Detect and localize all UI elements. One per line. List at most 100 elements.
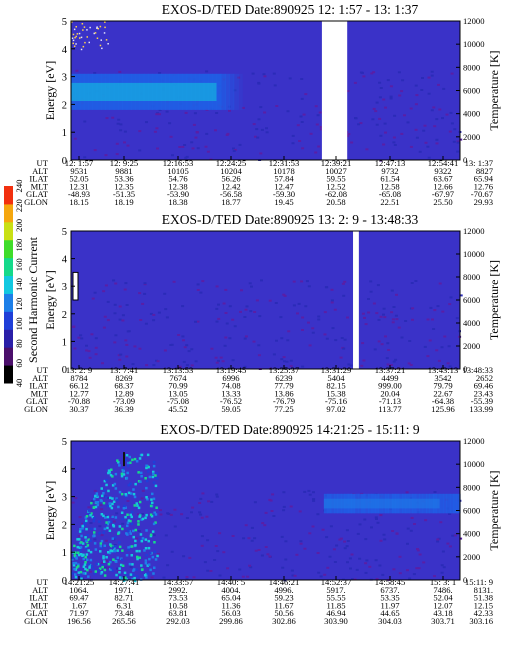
noise-cell	[372, 107, 376, 110]
noise-cell	[93, 291, 97, 294]
table-cell: 73.48	[114, 608, 133, 618]
burst-cell	[136, 555, 139, 559]
table-cell: 9732	[381, 166, 398, 176]
burst-cell	[140, 453, 144, 457]
noise-cell	[409, 145, 413, 148]
burst-cell	[95, 492, 99, 495]
noise-cell	[427, 92, 431, 95]
burst-cell	[118, 525, 122, 528]
noise-cell	[343, 540, 347, 543]
table-cell: 13:37:21	[375, 365, 406, 375]
table-cell: 44.65	[380, 608, 399, 618]
noise-cell	[364, 562, 368, 565]
table-cell: 8131.	[474, 585, 493, 595]
noise-cell	[311, 525, 315, 528]
noise-cell	[424, 141, 428, 144]
burst-cell	[111, 484, 115, 487]
table-cell: 11.97	[380, 600, 400, 610]
noise-cell	[101, 561, 104, 564]
noise-cell	[141, 513, 145, 515]
panel-3: EXOS-D/TED Date:890925 14:21:25 - 15:11:…	[24, 422, 501, 626]
noise-cell	[379, 539, 383, 542]
noise-cell	[374, 516, 378, 519]
table-cell: 19.45	[274, 197, 293, 207]
table-cell: -55.39	[471, 396, 493, 406]
noise-cell	[284, 540, 288, 543]
table-cell: 1971.	[114, 585, 133, 595]
noise-cell	[275, 105, 279, 107]
burst-cell	[110, 468, 113, 471]
noise-cell	[269, 499, 273, 502]
burst-cell	[90, 501, 93, 505]
noise-cell	[152, 319, 156, 322]
noise-cell	[121, 314, 125, 317]
noise-cell	[89, 522, 93, 524]
table-cell: 42.33	[474, 608, 493, 618]
colorbar-tick-label: 100	[14, 317, 24, 330]
noise-cell	[231, 359, 235, 362]
noise-cell	[185, 576, 189, 578]
burst-cell	[133, 579, 137, 583]
noise-cell	[323, 333, 327, 336]
noise-cell	[112, 279, 116, 282]
burst-cell	[96, 503, 100, 507]
noise-cell	[259, 152, 263, 155]
table-row-label: ILAT	[29, 593, 48, 603]
noise-cell	[325, 337, 329, 340]
noise-cell	[225, 134, 229, 136]
table-cell: 14:58:45	[375, 577, 406, 587]
noise-cell	[241, 575, 245, 578]
noise-cell	[233, 325, 237, 328]
table-cell: 56.26	[221, 174, 241, 184]
noise-cell	[321, 528, 325, 531]
noise-cell	[338, 538, 342, 541]
table-cell: 12.35	[114, 181, 133, 191]
noise-cell	[414, 280, 418, 282]
noise-cell	[190, 348, 194, 351]
burst-cell	[154, 474, 157, 477]
noise-cell	[73, 347, 77, 350]
y2-tick-label: 0	[463, 155, 467, 165]
table-cell: 12: 1:57	[65, 158, 94, 168]
noise-cell	[98, 525, 102, 528]
table-cell: 14:52:37	[321, 577, 352, 587]
noise-cell	[303, 547, 307, 550]
table-cell: 304.03	[378, 616, 402, 626]
table-cell: 65.94	[474, 174, 494, 184]
noise-cell	[436, 540, 440, 543]
noise-cell	[386, 342, 390, 345]
noise-cell	[285, 360, 289, 363]
noise-cell	[456, 140, 460, 143]
noise-cell	[459, 138, 463, 141]
noise-cell	[222, 302, 226, 305]
burst-cell	[144, 559, 148, 562]
burst-cell	[150, 498, 153, 501]
burst-cell	[92, 519, 96, 523]
noise-cell	[101, 362, 104, 365]
noise-cell	[421, 77, 424, 79]
noise-cell	[432, 106, 436, 109]
table-cell: -65.08	[379, 189, 401, 199]
noise-cell	[333, 561, 337, 563]
noise-cell	[410, 516, 414, 519]
table-cell: 1064.	[69, 585, 88, 595]
burst-cell	[137, 523, 140, 526]
noise-cell	[315, 123, 319, 126]
noise-cell	[379, 87, 383, 89]
burst-cell	[126, 521, 130, 525]
noise-cell	[375, 578, 379, 580]
noise-cell	[102, 326, 106, 329]
noise-cell	[398, 572, 402, 575]
table-cell: 12.15	[474, 600, 493, 610]
table-cell: 196.56	[67, 616, 91, 626]
noise-cell	[378, 81, 382, 84]
noise-cell	[221, 360, 225, 363]
noise-cell	[159, 509, 162, 512]
noise-cell	[426, 355, 430, 358]
noise-cell	[359, 122, 363, 125]
burst-cell	[129, 519, 132, 523]
burst-cell	[132, 492, 136, 496]
noise-cell	[389, 85, 393, 88]
noise-cell	[308, 493, 312, 496]
burst-cell	[77, 553, 81, 557]
